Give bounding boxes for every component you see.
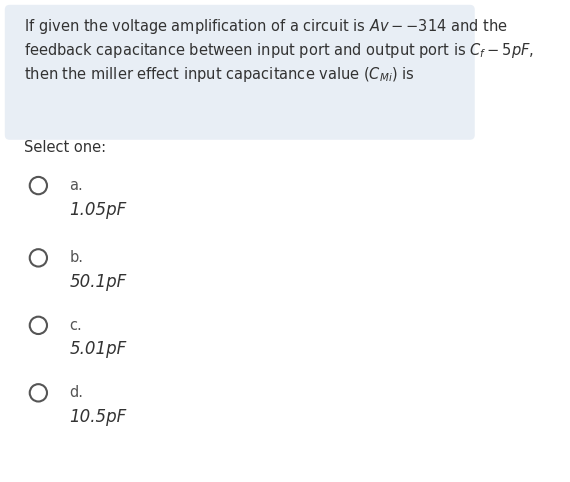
Text: 50.1pF: 50.1pF — [70, 273, 127, 291]
Text: 1.05pF: 1.05pF — [70, 201, 127, 219]
Text: 5.01pF: 5.01pF — [70, 340, 127, 359]
Text: d.: d. — [70, 385, 84, 401]
Text: If given the voltage amplification of a circuit is $\mathit{Av}-{-314}$ and the: If given the voltage amplification of a … — [24, 17, 508, 36]
Text: 10.5pF: 10.5pF — [70, 408, 127, 426]
Text: a.: a. — [70, 178, 83, 193]
Text: c.: c. — [70, 318, 82, 333]
Text: Select one:: Select one: — [24, 139, 106, 155]
Text: b.: b. — [70, 250, 84, 266]
Text: then the miller effect input capacitance value $(C_{Mi})$ is: then the miller effect input capacitance… — [24, 65, 415, 84]
Text: feedback capacitance between input port and output port is $C_f - 5pF,$: feedback capacitance between input port … — [24, 41, 534, 60]
FancyBboxPatch shape — [5, 5, 475, 140]
